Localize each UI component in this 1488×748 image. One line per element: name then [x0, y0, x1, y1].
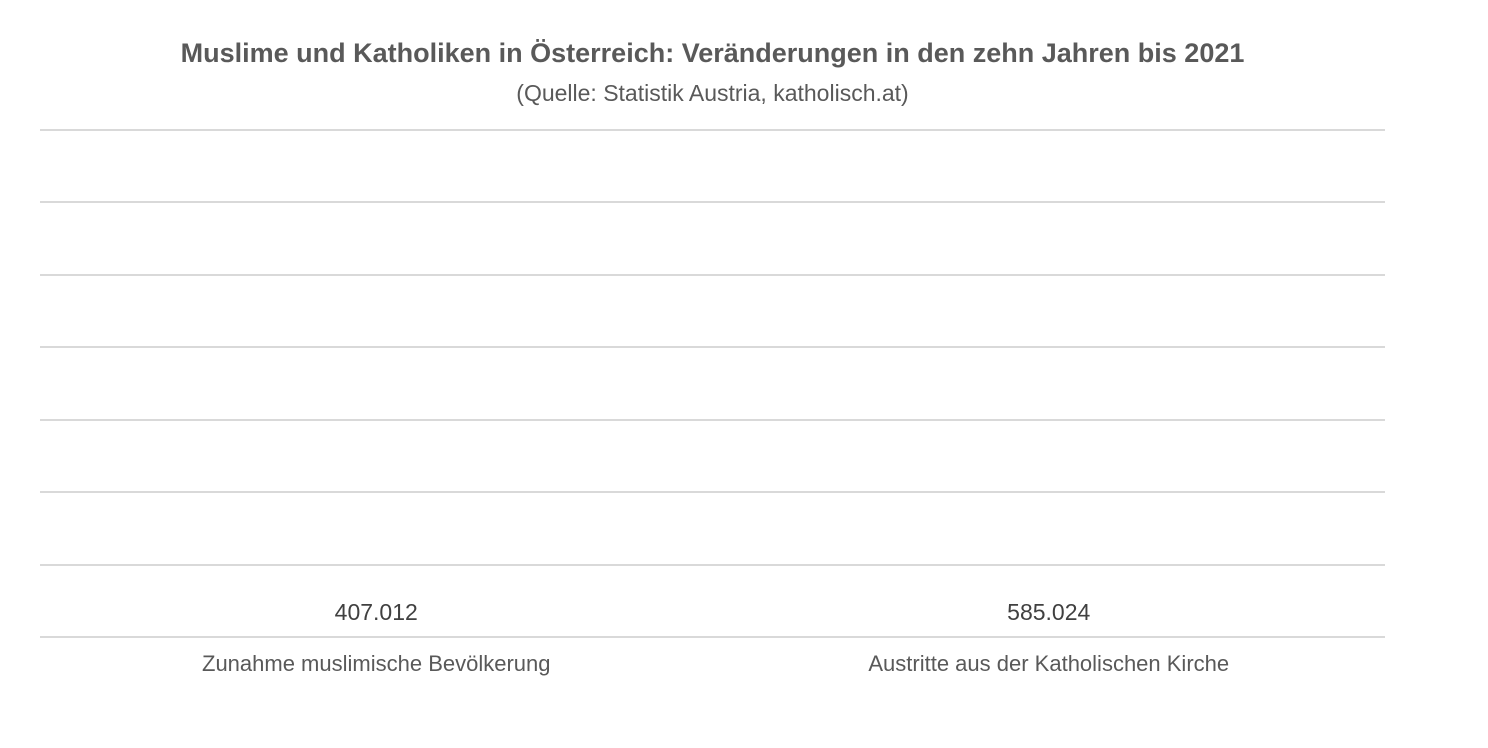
- value-label-church-exits: 585.024: [1007, 599, 1091, 625]
- gridline: [40, 201, 1385, 204]
- bar-group-muslim-increase: 407.012: [270, 599, 482, 637]
- category-label-church-exits: Austritte aus der Katholischen Kirche: [868, 651, 1230, 676]
- gridline: [40, 563, 1385, 566]
- chart-header: Muslime und Katholiken in Österreich: Ve…: [40, 36, 1385, 108]
- plot-area: 407.012 585.024: [40, 129, 1385, 638]
- chart-title: Muslime und Katholiken in Österreich: Ve…: [180, 38, 1245, 68]
- category-label-muslim-increase: Zunahme muslimische Bevölkerung: [202, 651, 551, 676]
- value-label-muslim-increase: 407.012: [334, 599, 418, 625]
- gridline: [40, 346, 1385, 349]
- gridline: [40, 491, 1385, 494]
- bar-group-church-exits: 585.024: [943, 599, 1155, 637]
- gridline: [40, 273, 1385, 276]
- gridline: [40, 418, 1385, 421]
- chart-subtitle: (Quelle: Statistik Austria, katholisch.a…: [516, 80, 909, 106]
- gridline: [40, 129, 1385, 131]
- gridline: [40, 636, 1385, 638]
